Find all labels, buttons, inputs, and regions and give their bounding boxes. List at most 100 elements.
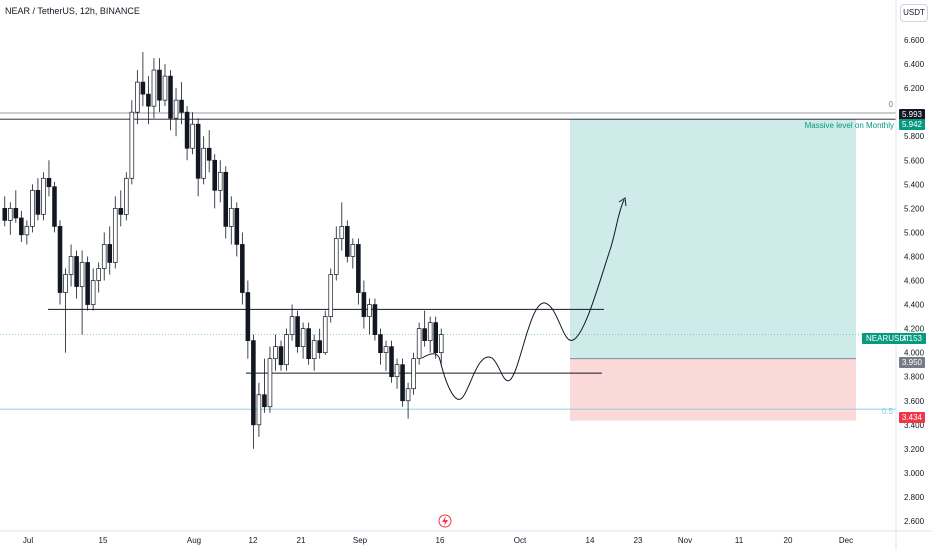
- candle: [184, 106, 190, 161]
- candle-body: [118, 208, 124, 215]
- candle-body: [262, 394, 267, 408]
- candle-body: [168, 75, 173, 119]
- tag-upper: 5.993: [899, 109, 925, 120]
- projection-path[interactable]: [421, 199, 625, 400]
- tag-current-symbol: NEARUSDT: [866, 334, 910, 343]
- reward-zone[interactable]: [570, 119, 856, 359]
- candle: [96, 262, 101, 293]
- candle: [339, 202, 345, 251]
- candle-body: [389, 346, 394, 378]
- tag-entry: 3.950: [899, 357, 925, 368]
- x-tick-label: 12: [249, 536, 258, 545]
- candle-body: [79, 262, 85, 287]
- candle-body: [240, 244, 245, 293]
- y-tick-label: 4.400: [904, 301, 925, 310]
- candle: [433, 316, 438, 359]
- y-tick-label: 5.400: [904, 180, 925, 189]
- candle-body: [427, 322, 433, 341]
- candle-body: [179, 99, 184, 113]
- x-tick-label: Nov: [678, 536, 692, 545]
- candle: [46, 160, 52, 197]
- candle: [389, 340, 394, 383]
- fib-zero-label: 0: [889, 100, 894, 109]
- candle: [350, 238, 356, 269]
- candle-body: [422, 328, 427, 341]
- tag-current: NEARUSDT 4.153: [862, 333, 926, 344]
- candle-body: [190, 123, 195, 149]
- candle-body: [63, 274, 68, 293]
- candle: [140, 52, 146, 107]
- candle-body: [372, 304, 378, 335]
- y-tick-label: 4.200: [904, 325, 925, 334]
- candle: [322, 310, 328, 356]
- candle: [311, 334, 317, 371]
- candle: [400, 358, 405, 407]
- candle: [300, 322, 306, 359]
- candle-body: [333, 238, 339, 275]
- candle-body: [173, 99, 179, 119]
- candle: [306, 322, 311, 365]
- candle-body: [184, 111, 190, 149]
- candle-body: [289, 316, 295, 335]
- candle: [79, 250, 85, 335]
- candle: [90, 268, 96, 311]
- candle: [229, 196, 234, 245]
- candle: [2, 196, 8, 227]
- candle: [345, 220, 350, 263]
- candle: [195, 118, 201, 197]
- candle-body: [13, 208, 19, 219]
- candle-body: [162, 75, 168, 101]
- candle: [328, 268, 334, 323]
- x-tick-label: 16: [436, 536, 445, 545]
- candle: [101, 232, 107, 281]
- candle-body: [229, 208, 234, 227]
- currency-badge[interactable]: USDT: [900, 4, 928, 22]
- x-tick-label: 20: [784, 536, 793, 545]
- candle: [179, 82, 184, 125]
- candle: [68, 244, 74, 287]
- candle: [234, 202, 240, 257]
- monthly-label: Massive level on Monthly: [805, 121, 894, 130]
- candle-body: [195, 123, 201, 179]
- y-axis[interactable]: 6.600 6.400 6.200 5.800 5.600 5.400 5.200 5.000…: [904, 36, 925, 526]
- candle-body: [306, 328, 311, 360]
- candle: [151, 58, 157, 119]
- candle: [74, 250, 79, 299]
- candle-body: [35, 189, 41, 215]
- y-tick-label: 5.600: [904, 156, 925, 165]
- arrow-head: [618, 197, 627, 207]
- x-tick-label: Sep: [353, 536, 368, 545]
- tag-upper-text: 5.993: [902, 110, 923, 119]
- candle-body: [311, 340, 317, 360]
- y-tick-label: 5.800: [904, 132, 925, 141]
- candle: [278, 340, 284, 371]
- candle: [19, 210, 24, 243]
- candle-body: [101, 244, 107, 269]
- candle-body: [57, 226, 63, 293]
- y-tick-label: 4.000: [904, 349, 925, 358]
- candle-body: [212, 159, 217, 191]
- candle-body: [146, 93, 151, 107]
- candle-body: [361, 292, 367, 317]
- candle-body: [328, 274, 334, 317]
- candle-body: [300, 328, 306, 347]
- candle-body: [245, 292, 251, 341]
- y-tick-label: 5.200: [904, 204, 925, 213]
- candle: [416, 322, 422, 365]
- candle: [356, 238, 361, 305]
- x-axis[interactable]: Jul 15 Aug 12 21 Sep 16 Oct 14 23 Nov 11 20 Dec: [23, 536, 853, 545]
- y-tick-label: 3.400: [904, 421, 925, 430]
- candle: [317, 328, 322, 359]
- candle-body: [46, 177, 52, 188]
- candle-body: [367, 304, 372, 317]
- candle-body: [157, 69, 162, 101]
- candle: [394, 358, 400, 389]
- y-tick-label: 3.600: [904, 397, 925, 406]
- candle-body: [416, 328, 422, 360]
- candle: [63, 268, 68, 353]
- event-flash-icon[interactable]: [438, 514, 452, 528]
- candle: [13, 190, 19, 223]
- risk-zone[interactable]: [570, 358, 856, 421]
- candle: [361, 280, 367, 329]
